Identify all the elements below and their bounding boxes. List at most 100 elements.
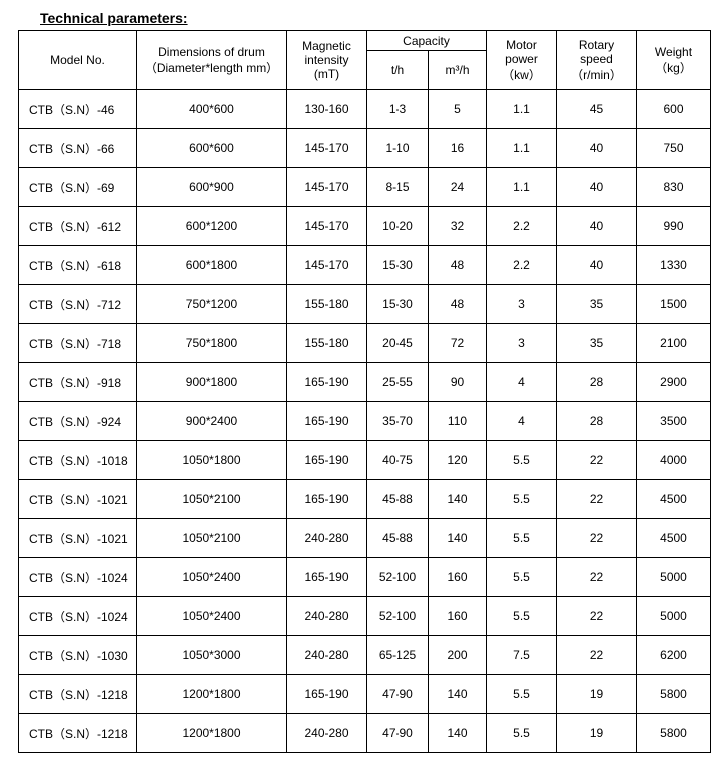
cell-speed: 40 [557, 129, 637, 168]
weight-line1: Weight [655, 45, 692, 59]
cell-power: 5.5 [487, 480, 557, 519]
cell-speed: 35 [557, 285, 637, 324]
cell-model: CTB（S.N）-1030 [19, 636, 137, 675]
cell-dim: 600*1200 [137, 207, 287, 246]
cell-power: 5.5 [487, 441, 557, 480]
cell-speed: 22 [557, 597, 637, 636]
table-row: CTB（S.N）-924900*2400165-19035-7011042835… [19, 402, 711, 441]
cell-power: 7.5 [487, 636, 557, 675]
cell-dim: 900*1800 [137, 363, 287, 402]
cell-mag: 145-170 [287, 246, 367, 285]
col-speed: Rotary speed （r/min） [557, 31, 637, 90]
col-capacity: Capacity [367, 31, 487, 51]
cell-mag: 165-190 [287, 402, 367, 441]
cell-dim: 400*600 [137, 90, 287, 129]
table-row: CTB（S.N）-10211050*2100165-19045-881405.5… [19, 480, 711, 519]
mag-line1: Magnetic [302, 39, 351, 53]
cell-mag: 145-170 [287, 129, 367, 168]
cell-power: 5.5 [487, 714, 557, 753]
cell-th: 47-90 [367, 714, 429, 753]
cell-mag: 240-280 [287, 636, 367, 675]
cell-weight: 5800 [637, 675, 711, 714]
cell-power: 5.5 [487, 558, 557, 597]
cell-th: 52-100 [367, 558, 429, 597]
cell-power: 3 [487, 285, 557, 324]
cell-weight: 4500 [637, 519, 711, 558]
cell-power: 2.2 [487, 207, 557, 246]
cell-mag: 145-170 [287, 168, 367, 207]
cell-speed: 28 [557, 402, 637, 441]
col-power: Motor power （kw） [487, 31, 557, 90]
cell-model: CTB（S.N）-1018 [19, 441, 137, 480]
cell-dim: 1050*1800 [137, 441, 287, 480]
table-row: CTB（S.N）-10241050*2400240-28052-1001605.… [19, 597, 711, 636]
cell-th: 45-88 [367, 480, 429, 519]
cell-weight: 6200 [637, 636, 711, 675]
dim-line1: Dimensions of drum [158, 45, 265, 59]
cell-model: CTB（S.N）-1024 [19, 558, 137, 597]
cell-speed: 40 [557, 246, 637, 285]
cell-mag: 165-190 [287, 558, 367, 597]
cell-th: 1-3 [367, 90, 429, 129]
cell-power: 5.5 [487, 675, 557, 714]
cell-power: 1.1 [487, 90, 557, 129]
cell-th: 47-90 [367, 675, 429, 714]
mag-line3: (mT) [314, 67, 339, 81]
cell-mh: 140 [429, 480, 487, 519]
cell-speed: 22 [557, 636, 637, 675]
table-row: CTB（S.N）-10301050*3000240-28065-1252007.… [19, 636, 711, 675]
cell-speed: 22 [557, 519, 637, 558]
col-dimensions: Dimensions of drum （Diameter*length mm） [137, 31, 287, 90]
cell-mag: 240-280 [287, 714, 367, 753]
cell-mag: 165-190 [287, 675, 367, 714]
cell-th: 1-10 [367, 129, 429, 168]
cell-mag: 155-180 [287, 324, 367, 363]
mag-line2: intensity [304, 53, 348, 67]
cell-model: CTB（S.N）-1021 [19, 519, 137, 558]
cell-dim: 1200*1800 [137, 675, 287, 714]
cell-model: CTB（S.N）-46 [19, 90, 137, 129]
cell-model: CTB（S.N）-69 [19, 168, 137, 207]
table-row: CTB（S.N）-46400*600130-1601-351.145600 [19, 90, 711, 129]
cell-model: CTB（S.N）-918 [19, 363, 137, 402]
cell-mh: 160 [429, 558, 487, 597]
cell-weight: 3500 [637, 402, 711, 441]
cell-mh: 5 [429, 90, 487, 129]
cell-speed: 22 [557, 441, 637, 480]
cell-weight: 4000 [637, 441, 711, 480]
table-row: CTB（S.N）-10241050*2400165-19052-1001605.… [19, 558, 711, 597]
cell-mh: 48 [429, 285, 487, 324]
speed-line2: speed [580, 52, 613, 66]
cell-mag: 145-170 [287, 207, 367, 246]
cell-speed: 19 [557, 675, 637, 714]
cell-dim: 600*900 [137, 168, 287, 207]
cell-power: 1.1 [487, 168, 557, 207]
cell-mh: 200 [429, 636, 487, 675]
table-row: CTB（S.N）-618600*1800145-17015-30482.2401… [19, 246, 711, 285]
cell-model: CTB（S.N）-1024 [19, 597, 137, 636]
cell-speed: 19 [557, 714, 637, 753]
cell-mh: 140 [429, 714, 487, 753]
cell-power: 5.5 [487, 519, 557, 558]
page-title: Technical parameters: [40, 10, 714, 26]
cell-power: 2.2 [487, 246, 557, 285]
speed-line1: Rotary [579, 38, 614, 52]
cell-th: 65-125 [367, 636, 429, 675]
table-row: CTB（S.N）-918900*1800165-19025-5590428290… [19, 363, 711, 402]
cell-weight: 5800 [637, 714, 711, 753]
table-row: CTB（S.N）-10211050*2100240-28045-881405.5… [19, 519, 711, 558]
cell-model: CTB（S.N）-924 [19, 402, 137, 441]
cell-weight: 1330 [637, 246, 711, 285]
cell-dim: 750*1800 [137, 324, 287, 363]
cell-mh: 72 [429, 324, 487, 363]
cell-power: 5.5 [487, 597, 557, 636]
cell-model: CTB（S.N）-718 [19, 324, 137, 363]
cell-th: 10-20 [367, 207, 429, 246]
cell-weight: 4500 [637, 480, 711, 519]
cell-th: 40-75 [367, 441, 429, 480]
cell-mh: 160 [429, 597, 487, 636]
cell-weight: 5000 [637, 597, 711, 636]
cell-model: CTB（S.N）-1218 [19, 675, 137, 714]
cell-model: CTB（S.N）-1218 [19, 714, 137, 753]
cell-mag: 165-190 [287, 441, 367, 480]
